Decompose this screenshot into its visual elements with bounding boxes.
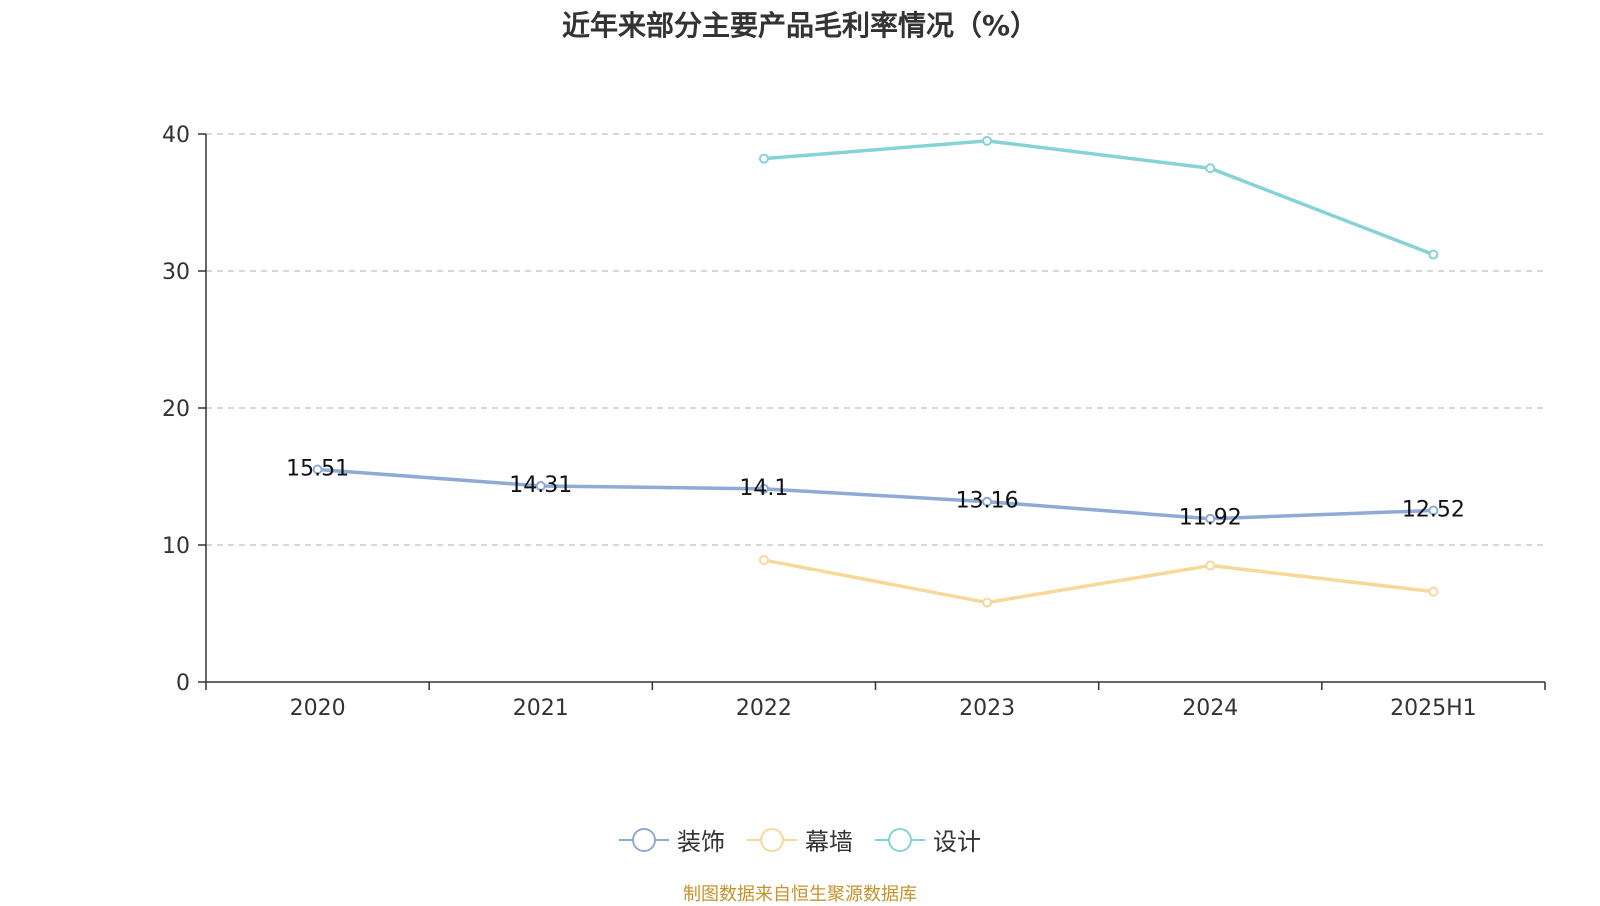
data-label: 11.92 [1179, 506, 1242, 531]
y-tick-label: 10 [162, 534, 190, 559]
data-point [535, 480, 546, 491]
data-label: 13.16 [956, 489, 1019, 514]
data-label: 12.52 [1402, 497, 1465, 522]
legend-item[interactable]: 幕墙 [747, 822, 853, 857]
y-tick-label: 0 [176, 671, 190, 696]
data-point [1428, 249, 1439, 260]
series-line [763, 139, 1435, 257]
legend-label: 设计 [933, 828, 981, 856]
legend-label: 装饰 [677, 828, 725, 856]
data-point [758, 555, 769, 566]
x-tick-label: 2024 [1182, 696, 1238, 721]
data-point [982, 135, 993, 146]
legend-item[interactable]: 装饰 [619, 822, 725, 857]
y-tick-label: 40 [162, 123, 190, 148]
data-point [758, 153, 769, 164]
data-label: 15.51 [286, 457, 349, 482]
data-label: 14.1 [739, 476, 788, 501]
legend-item[interactable]: 设计 [875, 822, 981, 857]
data-point [1205, 513, 1216, 524]
x-tick-label: 2021 [513, 696, 569, 721]
legend-marker-icon [747, 827, 797, 852]
data-point [982, 597, 993, 608]
data-point [1428, 586, 1439, 597]
y-tick-label: 30 [162, 260, 190, 285]
data-point [1205, 163, 1216, 174]
legend-marker-icon [875, 827, 925, 852]
data-source-note: 制图数据来自恒生聚源数据库 [683, 884, 917, 905]
data-label: 14.31 [509, 473, 572, 498]
y-tick-label: 20 [162, 397, 190, 422]
line-chart: 0 10 20 30 40 2020 2021 2022 2023 2024 2025H1 15.51… [162, 123, 1546, 721]
chart-legend: 装饰 幕墙 设计 [0, 822, 1600, 857]
chart-title: 近年来部分主要产品毛利率情况（%） [561, 9, 1039, 42]
data-point [312, 464, 323, 475]
x-tick-label: 2023 [959, 696, 1015, 721]
legend-marker-icon [619, 827, 669, 852]
data-point [1205, 560, 1216, 571]
x-tick-label: 2020 [290, 696, 346, 721]
data-point [758, 483, 769, 494]
x-tick-label: 2022 [736, 696, 792, 721]
data-point [1428, 505, 1439, 516]
x-tick-label: 2025H1 [1390, 696, 1477, 721]
series-line [763, 558, 1434, 605]
legend-label: 幕墙 [805, 828, 853, 856]
data-point [982, 496, 993, 507]
series-line [317, 467, 1434, 521]
